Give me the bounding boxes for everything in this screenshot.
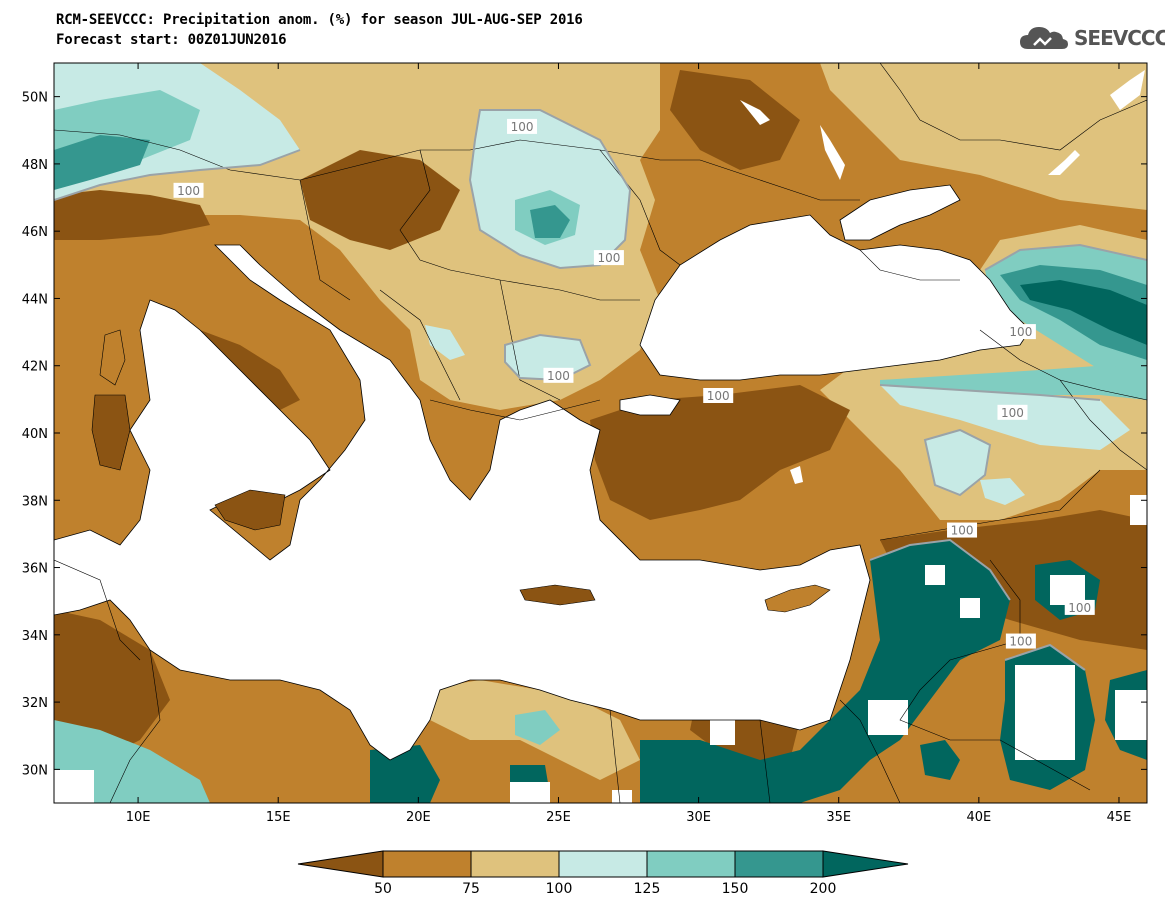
colorbar-segment — [382, 850, 472, 878]
contour-label: 100 — [1009, 635, 1032, 649]
contour-label-bg — [947, 522, 978, 538]
contour-label-bg — [173, 182, 204, 198]
map-frame — [53, 62, 1148, 804]
lat-tick-label: 34N — [22, 629, 48, 644]
field-gt200-libya — [370, 745, 440, 803]
colorbar-segment — [822, 850, 909, 878]
colorbar-label: 75 — [462, 881, 480, 897]
colorbar-segment — [470, 850, 560, 878]
contour-labels: 100 100 100 100 100 100 100 100 100 100 — [173, 118, 1095, 649]
sea-of-marmara — [619, 394, 681, 416]
field-lt50-alps — [54, 190, 210, 240]
lat-tick-label: 40N — [22, 427, 48, 442]
lon-tick-label: 40E — [966, 810, 991, 825]
field-100-125-serbia — [425, 325, 465, 360]
corsica — [99, 329, 126, 386]
lon-tick-label: 20E — [406, 810, 431, 825]
lat-tick-label: 50N — [22, 91, 48, 106]
contour-label: 100 — [1001, 406, 1024, 420]
contour-label: 100 — [511, 120, 534, 134]
contour-label-bg — [543, 367, 574, 383]
latitude-labels: 50N 48N 46N 44N 42N 40N 38N 36N 34N 32N 30N — [22, 91, 48, 779]
logo-text: SEEVCCC — [1074, 26, 1165, 50]
lat-tick-label: 48N — [22, 158, 48, 173]
field-125-150-blacksea-south — [880, 365, 1147, 400]
field-100-125-eastturkey — [925, 430, 990, 495]
sardinia — [91, 394, 131, 471]
lat-tick-label: 36N — [22, 562, 48, 577]
contour-label-bg — [593, 250, 624, 266]
contour-label-bg — [1064, 599, 1095, 615]
map-title: RCM-SEEVCCC: Precipitation anom. (%) for… — [56, 12, 583, 28]
lon-tick-label: 35E — [826, 810, 851, 825]
colorbar: 50 75 100 125 150 200 — [297, 850, 909, 897]
colorbar-label: 100 — [546, 881, 573, 897]
colorbar-label: 150 — [722, 881, 749, 897]
field-lt50-balkans — [300, 150, 460, 250]
field-lt50-italy — [200, 330, 300, 410]
longitude-labels: 10E 15E 20E 25E 30E 35E 40E 45E — [126, 810, 1132, 825]
lon-tick-label: 10E — [126, 810, 151, 825]
map-field: 100 100 100 100 100 100 100 100 100 100 — [54, 63, 1147, 803]
sea-areas — [54, 184, 1031, 761]
field-gt200-caucasus — [1020, 280, 1147, 345]
mediterranean-sea — [54, 244, 871, 761]
sicily — [214, 489, 286, 531]
axis-ticks — [54, 63, 1147, 803]
country-borders — [54, 63, 1147, 803]
lat-tick-label: 38N — [22, 494, 48, 509]
contour-label-bg — [703, 388, 734, 403]
lon-tick-label: 15E — [266, 810, 291, 825]
contour-label: 100 — [597, 251, 620, 265]
field-gt200-levant — [640, 540, 1010, 803]
colorbar-label: 125 — [634, 881, 661, 897]
contour-label: 100 — [177, 184, 200, 198]
colorbar-segment — [297, 850, 384, 878]
colorbar-label: 50 — [374, 881, 392, 897]
field-lt50-turkey — [590, 385, 850, 520]
field-100-125-carpathians — [470, 110, 630, 268]
lat-tick-label: 32N — [22, 696, 48, 711]
field-lt50-ukraine — [670, 70, 800, 170]
contour-label: 100 — [1068, 601, 1091, 615]
contour-label-bg — [507, 118, 538, 134]
lat-tick-label: 46N — [22, 225, 48, 240]
lon-tick-label: 45E — [1107, 810, 1132, 825]
field-75-100-northeast — [820, 63, 1147, 210]
contour-label: 100 — [951, 524, 974, 538]
islands — [91, 329, 831, 613]
lon-tick-label: 30E — [686, 810, 711, 825]
forecast-start-label: Forecast start: 00Z01JUN2016 — [56, 32, 287, 48]
cyprus — [764, 584, 831, 613]
field-150-200-carpathians — [530, 205, 570, 238]
colorbar-label: 200 — [810, 881, 837, 897]
contour-label: 100 — [547, 369, 570, 383]
sea-of-azov — [839, 184, 961, 241]
contour-label-bg — [1005, 324, 1036, 340]
field-lt50-tunisia — [54, 610, 170, 760]
cloud-icon — [1020, 27, 1068, 49]
contour-label: 100 — [707, 389, 730, 403]
contour-label: 100 — [1009, 325, 1032, 339]
field-125-150-libya — [515, 710, 560, 745]
field-150-200-westalps — [54, 135, 150, 190]
field-100-125-eastturkey2 — [980, 478, 1025, 505]
field-gt200-syria-spot — [920, 740, 960, 780]
lat-tick-label: 42N — [22, 360, 48, 375]
colorbar-segment — [558, 850, 648, 878]
contour-label-bg — [1005, 633, 1036, 649]
seevccc-logo: SEEVCCC — [1018, 22, 1165, 54]
lon-tick-label: 25E — [546, 810, 571, 825]
black-sea — [639, 214, 1031, 381]
contour-label-bg — [997, 404, 1028, 420]
colorbar-segment — [646, 850, 736, 878]
lat-tick-label: 30N — [22, 763, 48, 778]
no-data-patches — [54, 70, 1147, 803]
contour-100-lines — [54, 109, 1147, 671]
crete — [519, 584, 596, 606]
colorbar-segment — [734, 850, 824, 878]
lat-tick-label: 44N — [22, 292, 48, 307]
